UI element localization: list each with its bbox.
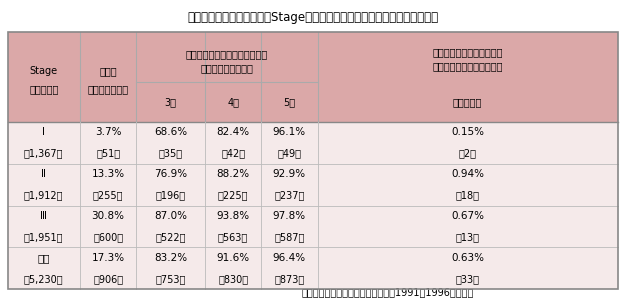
Text: （873）: （873） (274, 274, 304, 284)
Text: （1,367）: （1,367） (24, 148, 64, 158)
Text: （13）: （13） (456, 232, 479, 242)
Text: 0.15%: 0.15% (451, 127, 484, 138)
Text: Ⅲ: Ⅲ (40, 211, 48, 221)
Text: 30.8%: 30.8% (92, 211, 124, 221)
Text: 3.7%: 3.7% (95, 127, 121, 138)
Text: （1,951）: （1,951） (24, 232, 64, 242)
Text: Stage: Stage (30, 66, 58, 76)
Text: （753）: （753） (156, 274, 186, 284)
Text: 0.63%: 0.63% (451, 253, 484, 263)
Text: 92.9%: 92.9% (272, 169, 306, 179)
Text: （522）: （522） (156, 232, 186, 242)
Text: 全体: 全体 (38, 253, 50, 263)
Text: （症例数）: （症例数） (29, 84, 59, 94)
Text: 82.4%: 82.4% (217, 127, 250, 138)
Text: 91.6%: 91.6% (217, 253, 250, 263)
Text: 96.1%: 96.1% (272, 127, 306, 138)
Text: （2）: （2） (459, 148, 476, 158)
Text: 17.3%: 17.3% (91, 253, 124, 263)
Text: 3年: 3年 (164, 97, 177, 107)
Text: （1,912）: （1,912） (24, 190, 64, 200)
Text: （18）: （18） (456, 190, 479, 200)
Text: （33）: （33） (456, 274, 479, 284)
Text: （49）: （49） (278, 148, 301, 158)
Text: 術後経過年数別累積再発出現率: 術後経過年数別累積再発出現率 (186, 49, 268, 59)
Text: （42）: （42） (221, 148, 245, 158)
Text: （830）: （830） (218, 274, 248, 284)
Text: 96.4%: 96.4% (272, 253, 306, 263)
Text: 97.8%: 97.8% (272, 211, 306, 221)
Text: （累積再発症例数）: （累積再発症例数） (201, 63, 253, 73)
Text: （5,230）: （5,230） (24, 274, 64, 284)
Text: （600）: （600） (93, 232, 123, 242)
Text: Ⅱ: Ⅱ (41, 169, 46, 179)
Text: 術後５年を超えて出現する: 術後５年を超えて出現する (432, 48, 502, 58)
Text: 83.2%: 83.2% (154, 253, 188, 263)
Text: （35）: （35） (159, 148, 182, 158)
Text: 93.8%: 93.8% (217, 211, 250, 221)
Text: 13.3%: 13.3% (91, 169, 124, 179)
Text: 0.67%: 0.67% (451, 211, 484, 221)
Text: （906）: （906） (93, 274, 123, 284)
Text: 再発率: 再発率 (99, 66, 117, 76)
Text: （225）: （225） (218, 190, 248, 200)
Text: 68.6%: 68.6% (154, 127, 188, 138)
Text: （51）: （51） (96, 148, 120, 158)
Text: 再発例が全体に占める割合: 再発例が全体に占める割合 (432, 61, 502, 71)
Text: （大腸癌研究会プロジェクト研究、1991～1996年症例）: （大腸癌研究会プロジェクト研究、1991～1996年症例） (301, 287, 474, 297)
Text: 0.94%: 0.94% (451, 169, 484, 179)
Text: 4年: 4年 (227, 97, 239, 107)
Text: 87.0%: 87.0% (154, 211, 187, 221)
Text: （症例数）: （症例数） (452, 97, 482, 107)
Text: 表７　大腸癌治癒切除後のStage別再発率と術後経過年数別累積再発出現率: 表７ 大腸癌治癒切除後のStage別再発率と術後経過年数別累積再発出現率 (187, 11, 438, 24)
Text: （563）: （563） (218, 232, 248, 242)
Text: （再発症例数）: （再発症例数） (88, 84, 129, 94)
Text: 88.2%: 88.2% (217, 169, 250, 179)
Text: 5年: 5年 (283, 97, 296, 107)
Text: 76.9%: 76.9% (154, 169, 188, 179)
Text: （196）: （196） (156, 190, 186, 200)
Text: （237）: （237） (274, 190, 304, 200)
Text: （255）: （255） (93, 190, 123, 200)
Text: Ⅰ: Ⅰ (42, 127, 45, 138)
Text: （587）: （587） (274, 232, 304, 242)
